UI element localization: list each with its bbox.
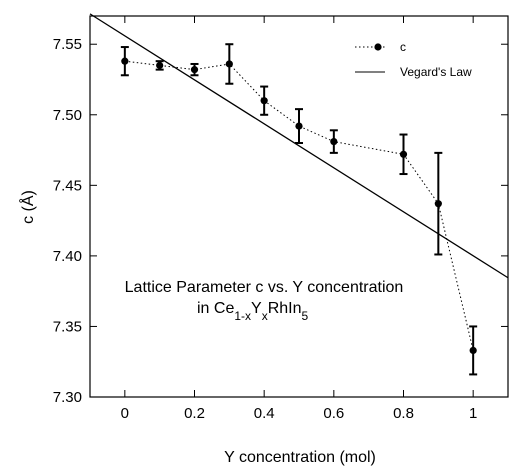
data-point xyxy=(434,200,442,208)
data-point xyxy=(225,60,233,68)
chart-annotation: Lattice Parameter c vs. Y concentration … xyxy=(125,279,404,323)
y-tick-label: 7.50 xyxy=(53,107,82,124)
plot-frame xyxy=(89,15,509,398)
annotation-in-ce: in Ce xyxy=(197,300,234,317)
vegard-line-group xyxy=(89,13,509,279)
annotation-sub-5: 5 xyxy=(302,309,309,323)
y-tick-label: 7.35 xyxy=(53,318,82,335)
legend-vegard-label: Vegard's Law xyxy=(400,65,472,79)
y-tick-label: 7.30 xyxy=(53,389,82,406)
y-tick-label: 7.55 xyxy=(53,36,82,53)
c-series-dotted-line xyxy=(124,60,474,351)
data-series-group xyxy=(120,43,478,376)
x-axis-title: Y concentration (mol) xyxy=(224,449,376,466)
data-point xyxy=(399,150,408,158)
x-tick-label: 1 xyxy=(469,405,477,422)
annotation-sub-x: x xyxy=(262,309,268,323)
x-tick-label: 0 xyxy=(121,405,129,422)
annotation-y: Y xyxy=(251,300,262,317)
y-axis-title: c (Å) xyxy=(18,190,37,224)
annotation-line-2: in Ce1-xYxRhIn5 xyxy=(197,300,309,323)
x-tick-label: 0.8 xyxy=(393,405,414,422)
x-tick-label: 0.4 xyxy=(254,405,275,422)
data-point xyxy=(190,66,199,74)
legend-c-marker xyxy=(374,43,382,51)
vegard-law-line xyxy=(89,13,509,279)
x-tick-label: 0.2 xyxy=(184,405,205,422)
axis-ticks: 0 0.2 0.4 0.6 0.8 1 7.30 7.35 7.40 7.45 7.50 7.55 xyxy=(53,16,508,422)
annotation-sub-1-x: 1-x xyxy=(234,309,251,323)
legend: c Vegard's Law xyxy=(355,40,472,79)
annotation-rhin: RhIn xyxy=(268,300,302,317)
data-point xyxy=(121,57,129,65)
x-tick-label: 0.6 xyxy=(323,405,344,422)
legend-c-label: c xyxy=(400,40,406,54)
data-point xyxy=(330,137,338,146)
y-tick-label: 7.45 xyxy=(53,177,82,194)
annotation-line-1: Lattice Parameter c vs. Y concentration xyxy=(125,279,404,296)
data-point xyxy=(469,346,477,355)
y-tick-label: 7.40 xyxy=(53,248,82,265)
data-point xyxy=(156,61,164,69)
data-point xyxy=(260,97,268,105)
data-point xyxy=(295,122,303,130)
